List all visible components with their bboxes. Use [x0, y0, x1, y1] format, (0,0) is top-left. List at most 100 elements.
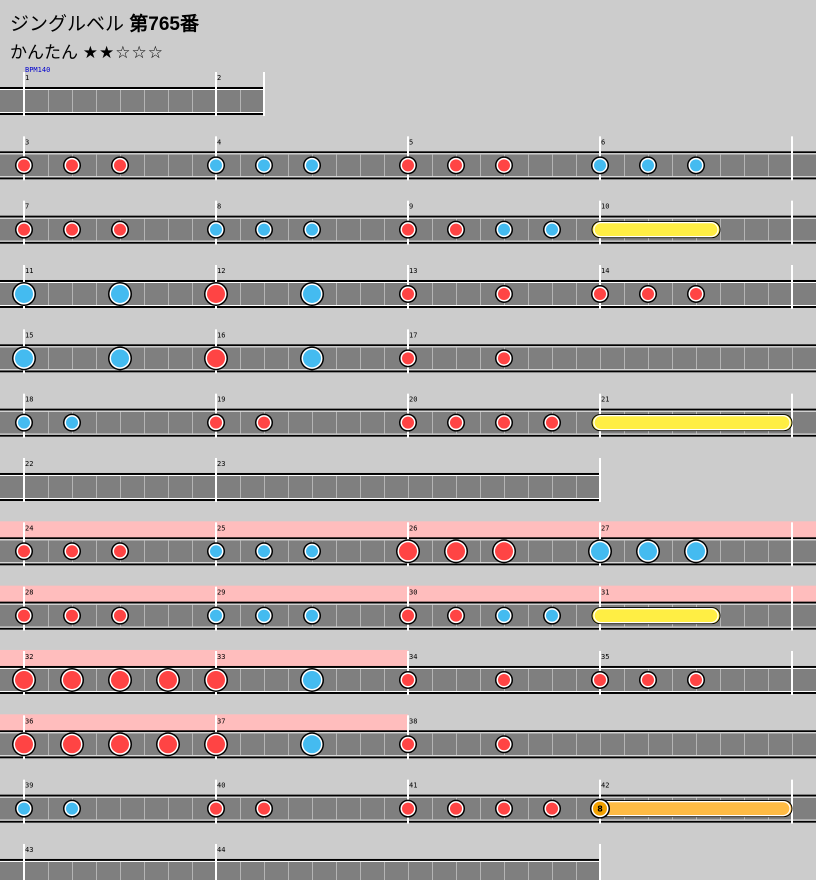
- grid-line: [288, 411, 289, 434]
- note-face: [210, 609, 222, 622]
- note-face: [642, 287, 654, 300]
- grid-line: [384, 861, 385, 880]
- grid-line: [96, 861, 97, 880]
- grid-line: [528, 861, 529, 880]
- gogo-band: [600, 521, 816, 540]
- measure-number: 11: [25, 267, 33, 275]
- measure-bar: [791, 200, 793, 245]
- grid-line: [384, 668, 385, 691]
- grid-line: [528, 540, 529, 563]
- grid-line: [240, 668, 241, 691]
- grid-line: [48, 475, 49, 498]
- grid-line: [384, 604, 385, 627]
- don-note: [687, 284, 705, 303]
- note-face: [498, 287, 510, 300]
- measure-number: 41: [409, 782, 417, 790]
- ka-note: [687, 156, 705, 175]
- note-face: [207, 349, 225, 368]
- grid-line: [528, 154, 529, 177]
- grid-line: [552, 733, 553, 756]
- note-face: [306, 159, 318, 172]
- gogo-band: [600, 585, 816, 604]
- drumroll-outline: [593, 608, 719, 624]
- grid-line: [624, 154, 625, 177]
- measure-bar: [23, 72, 25, 116]
- note-face: [498, 159, 510, 172]
- measure-number: 4: [217, 138, 221, 146]
- grid-line: [312, 411, 313, 434]
- don-note: [255, 799, 273, 818]
- note-face: [258, 545, 270, 558]
- note-face: [66, 416, 78, 429]
- don-note: [687, 670, 705, 689]
- grid-line: [288, 604, 289, 627]
- ka-note: [15, 799, 33, 818]
- don-note: [543, 413, 561, 432]
- grid-line: [240, 797, 241, 820]
- measure-bar: [791, 779, 793, 824]
- ka-note: [303, 542, 321, 561]
- don-note: [495, 284, 513, 303]
- note-face: [450, 802, 462, 815]
- score-line: 7 8 9 10: [0, 200, 816, 245]
- lane-top-border: [0, 858, 600, 861]
- grid-line: [720, 733, 721, 756]
- measure-number: 30: [409, 589, 417, 597]
- note-lane: [0, 89, 264, 113]
- don-note: [399, 284, 417, 303]
- grid-line: [792, 347, 793, 370]
- grid-line: [168, 411, 169, 434]
- grid-line: [456, 733, 457, 756]
- grid-line: [120, 797, 121, 820]
- note-lane: [0, 860, 600, 880]
- grid-line: [168, 604, 169, 627]
- balloon-count: 8: [597, 805, 603, 814]
- measure-number: 38: [409, 717, 417, 725]
- don-note: [591, 670, 609, 689]
- note-face: [594, 673, 606, 686]
- balloon-bar: [591, 800, 793, 818]
- grid-line: [264, 733, 265, 756]
- big-don-note: [204, 346, 228, 371]
- grid-line: [168, 347, 169, 370]
- grid-line: [432, 154, 433, 177]
- grid-line: [288, 733, 289, 756]
- note-face: [66, 159, 78, 172]
- note-face: [159, 670, 177, 689]
- measure-number: 27: [601, 524, 609, 532]
- grid-line: [552, 347, 553, 370]
- ka-note: [255, 542, 273, 561]
- big-don-note: [156, 732, 180, 757]
- grid-line: [48, 347, 49, 370]
- grid-line: [48, 411, 49, 434]
- big-don-note: [396, 539, 420, 564]
- grid-line: [96, 347, 97, 370]
- grid-line: [696, 347, 697, 370]
- note-face: [690, 287, 702, 300]
- lane-top-edge: [0, 474, 600, 476]
- big-don-note: [12, 732, 36, 757]
- measure-bar: [791, 264, 793, 309]
- measure-bar: [23, 843, 25, 880]
- grid-line: [648, 347, 649, 370]
- grid-line: [192, 282, 193, 305]
- grid-line: [144, 604, 145, 627]
- score-line: 3 4 5 6: [0, 136, 816, 181]
- grid-line: [648, 733, 649, 756]
- big-don-note: [108, 732, 132, 757]
- note-face: [114, 545, 126, 558]
- grid-line: [480, 154, 481, 177]
- measure-bar: [23, 457, 25, 502]
- grid-line: [192, 218, 193, 241]
- grid-line: [288, 861, 289, 880]
- grid-line: [240, 540, 241, 563]
- grid-line: [576, 282, 577, 305]
- grid-line: [312, 475, 313, 498]
- don-note: [399, 799, 417, 818]
- grid-line: [360, 797, 361, 820]
- don-note: [15, 606, 33, 625]
- drumroll-note: [591, 607, 721, 625]
- grid-line: [288, 797, 289, 820]
- grid-line: [336, 861, 337, 880]
